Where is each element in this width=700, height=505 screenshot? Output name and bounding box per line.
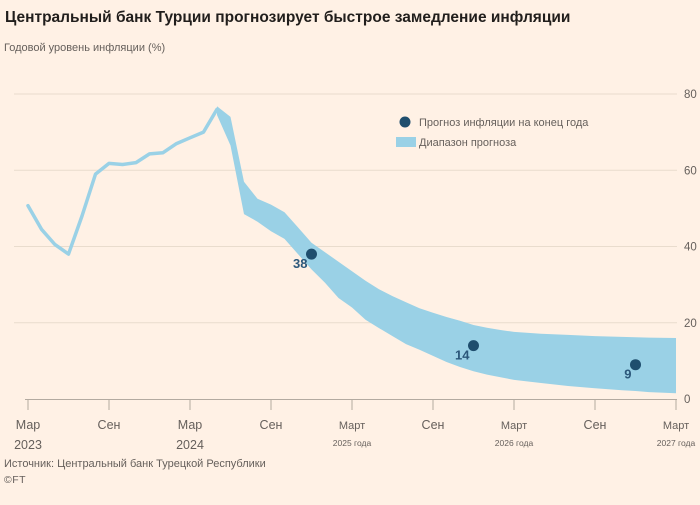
legend-dot-label: Прогноз инфляции на конец года <box>419 117 589 129</box>
forecast-dot <box>306 248 317 260</box>
x-axis-label-year: 2025 года <box>333 438 372 448</box>
inflation-chart: 0 20 40 60 80 Мар 2023 Сен Мар 2024 Сен Март 2025 г… <box>14 89 697 452</box>
y-axis-label: 40 <box>684 242 697 254</box>
x-axis-label: Март <box>663 420 689 432</box>
x-axis-label-year: 2024 <box>176 438 204 452</box>
forecast-value-label: 14 <box>455 348 470 363</box>
x-axis-label: Сен <box>584 418 607 432</box>
chart-subtitle: Годовой уровень инфляции (%) <box>4 42 166 54</box>
legend-band-icon <box>396 137 416 147</box>
forecast-value-label: 38 <box>293 256 307 271</box>
history-line <box>26 107 219 256</box>
x-axis-label-year: 2027 года <box>657 438 696 448</box>
x-axis-label: Март <box>501 420 527 432</box>
x-axis-label: Март <box>339 420 365 432</box>
forecast-band <box>217 106 676 394</box>
chart-title: Центральный банк Турции прогнозирует быс… <box>5 9 571 26</box>
x-axis-label: Сен <box>98 418 121 432</box>
x-axis-label: Мар <box>16 418 41 432</box>
x-axis-label: Мар <box>178 418 203 432</box>
y-axis-label: 60 <box>684 165 697 177</box>
y-axis-label: 80 <box>684 89 697 101</box>
forecast-band-shape <box>217 106 676 394</box>
y-axis-label: 0 <box>684 394 690 406</box>
legend: Прогноз инфляции на конец года Диапазон … <box>396 116 589 149</box>
x-axis-label-year: 2026 года <box>495 438 534 448</box>
x-axis-label: Сен <box>422 418 445 432</box>
x-axis-label-year: 2023 <box>14 438 42 452</box>
ft-credit: ©FT <box>4 474 27 486</box>
legend-dot-icon <box>399 116 411 128</box>
x-axis-label: Сен <box>260 418 283 432</box>
gridlines: 0 20 40 60 80 <box>14 89 697 406</box>
forecast-dot <box>630 359 641 371</box>
forecast-dot <box>468 340 479 352</box>
history-line-path <box>26 107 219 256</box>
x-axis: Мар 2023 Сен Мар 2024 Сен Март 2025 года Сен Март… <box>14 399 696 452</box>
y-axis-label: 20 <box>684 318 697 330</box>
forecast-value-label: 9 <box>624 367 631 382</box>
forecast-dots: 38 14 9 <box>293 248 641 382</box>
source-note: Источник: Центральный банк Турецкой Респ… <box>4 458 266 470</box>
legend-band-label: Диапазон прогноза <box>419 137 517 149</box>
